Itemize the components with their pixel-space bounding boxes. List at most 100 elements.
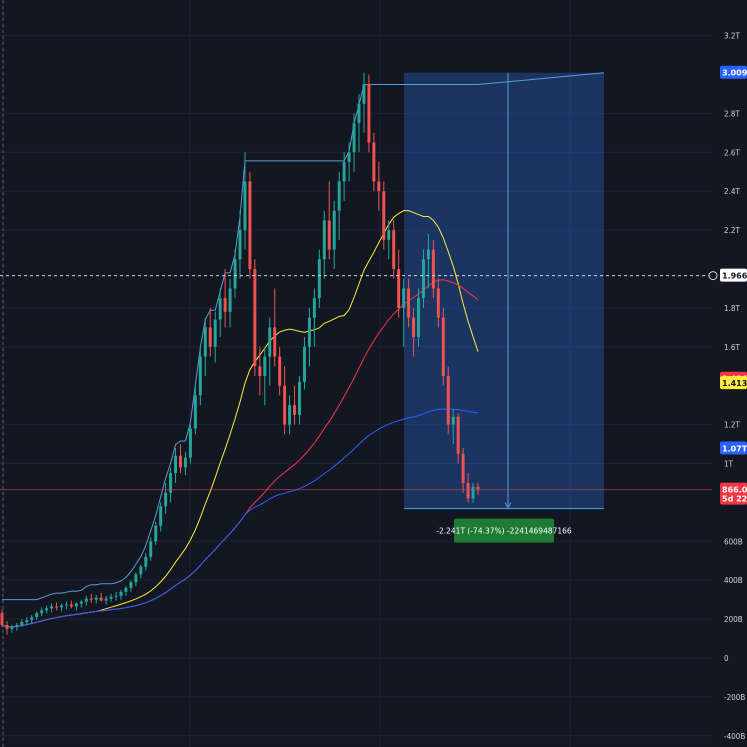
candle-body [407, 288, 411, 318]
axis-tick-label: 2.4T [724, 187, 740, 196]
candle-body [79, 601, 83, 604]
axis-tick-label: 1.8T [724, 304, 740, 313]
candle-body [149, 541, 153, 557]
price-badge [720, 441, 747, 455]
candle-body [223, 298, 227, 312]
candle-body [203, 327, 207, 357]
axis-tick-label: 2.2T [724, 226, 740, 235]
price-badge-label: 1.966T [722, 272, 747, 281]
candle-body [104, 598, 108, 601]
candle-body [372, 142, 376, 182]
candle-body [431, 249, 435, 289]
candle-body [417, 298, 420, 338]
candle-body [357, 103, 361, 124]
candle-body [471, 486, 475, 499]
candle-body [159, 506, 163, 526]
measure-arrowhead [504, 502, 512, 509]
axis-tick-label: 1.2T [724, 421, 740, 430]
candle-body [99, 597, 103, 601]
candle-body [466, 482, 470, 499]
candle-body [139, 566, 143, 575]
candle-body [69, 604, 73, 607]
price-badge [720, 376, 747, 390]
axis-tick-label: -400B [724, 732, 745, 741]
candle-body [302, 346, 306, 382]
candle-body [109, 596, 113, 599]
grid [0, 0, 712, 747]
candle-body [55, 606, 59, 608]
axis-tick-label: 1T [724, 460, 734, 469]
axis-tick-label: -200B [724, 693, 745, 702]
candle-body [387, 230, 391, 240]
candle-body [243, 181, 247, 231]
candle-body [268, 327, 272, 357]
axis-tick-label: 2.8T [724, 109, 740, 118]
envelope-line [2, 72, 605, 601]
candle-body [164, 492, 168, 507]
high-envelope [2, 72, 605, 601]
candle-body [456, 416, 460, 454]
candle-body [30, 617, 34, 621]
candle-body [327, 220, 331, 250]
price-badges: 3.009T1.966T1.436T1.413T1.07T866.00495d … [708, 65, 747, 505]
candle-body [60, 605, 63, 608]
candle-body [174, 455, 178, 474]
axis-tick-label: 600B [724, 537, 743, 546]
price-badge-label: 866.0049 [722, 486, 747, 495]
candle-body [198, 356, 202, 396]
candle-body [312, 298, 316, 318]
candle-body [179, 455, 182, 468]
candle-body [436, 288, 440, 318]
horizontal-lines [0, 275, 712, 491]
candle-body [119, 591, 123, 596]
candle-body [263, 356, 267, 376]
candle-body [377, 181, 381, 192]
candle-body [114, 595, 118, 597]
candle-body [337, 181, 341, 211]
price-badge-label: 3.009T [722, 69, 747, 78]
candle-body [288, 405, 292, 425]
candle-body [208, 327, 212, 347]
measure-box[interactable] [404, 72, 604, 510]
candle-body [35, 613, 39, 618]
candle-body [307, 317, 311, 347]
candle-body [5, 624, 9, 629]
candle-body [228, 288, 232, 312]
candle-body [238, 230, 242, 260]
candle-body [402, 288, 406, 308]
candle-body [317, 259, 321, 299]
candle-body [129, 582, 133, 588]
candle-body [421, 259, 425, 299]
candle-body [412, 317, 416, 338]
price-badge-label: 1.07T [722, 445, 747, 454]
axis-tick-label: 1.6T [724, 343, 740, 352]
candle-body [342, 162, 346, 182]
measure-rect-tint [404, 72, 604, 509]
price-axis[interactable]: 3.2T 2.8T 2.6T 2.4T 2.2T 1.8T 1.6T 1.2T 1T 600B 40… [724, 32, 745, 741]
candle-body [0, 613, 4, 625]
candle-body [426, 249, 430, 260]
candle-body [218, 298, 222, 320]
candle-body [283, 385, 287, 425]
candle-body [25, 620, 29, 623]
candle-body [273, 327, 277, 357]
measure-label-box [454, 518, 554, 543]
axis-tick-label: 0 [724, 654, 729, 663]
axis-tick-label: 400B [724, 576, 743, 585]
candle-body [169, 473, 173, 493]
measure-label-text: -2.241T (-74.37%) -2241469487166 [436, 527, 572, 536]
axis-tick-label: 3.2T [724, 32, 740, 41]
candle-body [89, 598, 93, 600]
candle-body [50, 606, 54, 609]
candle-body [94, 597, 98, 600]
candle-body [446, 375, 450, 425]
price-badge [720, 65, 747, 79]
candle-body [84, 598, 88, 602]
axis-tick-label: 2.6T [724, 148, 740, 157]
candle-body [233, 259, 237, 289]
candle-body [213, 319, 217, 347]
candle-body [258, 366, 262, 376]
candle-body [392, 230, 396, 269]
